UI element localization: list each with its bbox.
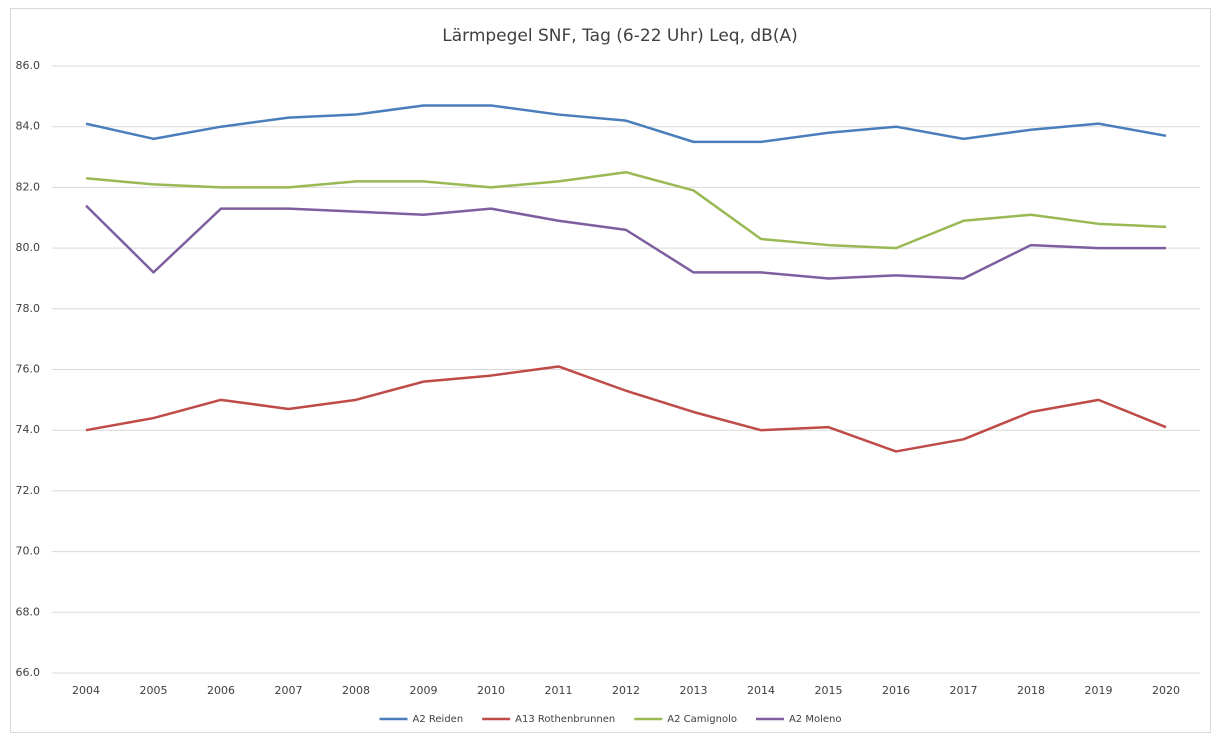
y-tick-label: 66.0 [16, 666, 41, 679]
legend-label: A2 Moleno [789, 714, 842, 725]
x-tick-label: 2009 [410, 684, 438, 697]
y-tick-label: 68.0 [16, 605, 41, 618]
series-line [85, 170, 1167, 250]
series-line [85, 104, 1167, 144]
legend-item: A13 Rothenbrunnen [482, 714, 615, 725]
x-tick-label: 2014 [747, 684, 775, 697]
x-tick-label: 2006 [207, 684, 235, 697]
y-tick-label: 70.0 [16, 545, 41, 558]
y-tick-label: 76.0 [16, 363, 41, 376]
y-tick-label: 84.0 [16, 120, 41, 133]
y-tick-label: 86.0 [16, 59, 41, 72]
x-tick-label: 2011 [545, 684, 573, 697]
y-tick-label: 78.0 [16, 302, 41, 315]
x-tick-label: 2016 [882, 684, 910, 697]
legend-label: A13 Rothenbrunnen [515, 714, 615, 725]
x-tick-label: 2015 [815, 684, 843, 697]
y-tick-label: 74.0 [16, 423, 41, 436]
chart-frame [10, 8, 1211, 733]
legend-item: A2 Camignolo [634, 714, 737, 725]
y-tick-label: 80.0 [16, 241, 41, 254]
y-tick-label: 82.0 [16, 180, 41, 193]
x-tick-label: 2017 [950, 684, 978, 697]
chart-title: Lärmpegel SNF, Tag (6-22 Uhr) Leq, dB(A) [442, 26, 797, 46]
x-tick-label: 2010 [477, 684, 505, 697]
x-tick-label: 2012 [612, 684, 640, 697]
x-tick-label: 2007 [275, 684, 303, 697]
x-tick-label: 2020 [1152, 684, 1180, 697]
x-tick-label: 2019 [1085, 684, 1113, 697]
x-tick-label: 2018 [1017, 684, 1045, 697]
series-line [85, 204, 1166, 280]
x-tick-label: 2013 [680, 684, 708, 697]
legend-label: A2 Camignolo [667, 714, 737, 725]
x-tick-label: 2004 [72, 684, 100, 697]
legend-item: A2 Moleno [755, 714, 842, 725]
x-tick-label: 2008 [342, 684, 370, 697]
legend-item: A2 Reiden [379, 714, 464, 725]
legend-label: A2 Reiden [413, 714, 464, 725]
series-line [85, 365, 1167, 453]
y-tick-label: 72.0 [16, 484, 41, 497]
x-tick-label: 2005 [140, 684, 168, 697]
